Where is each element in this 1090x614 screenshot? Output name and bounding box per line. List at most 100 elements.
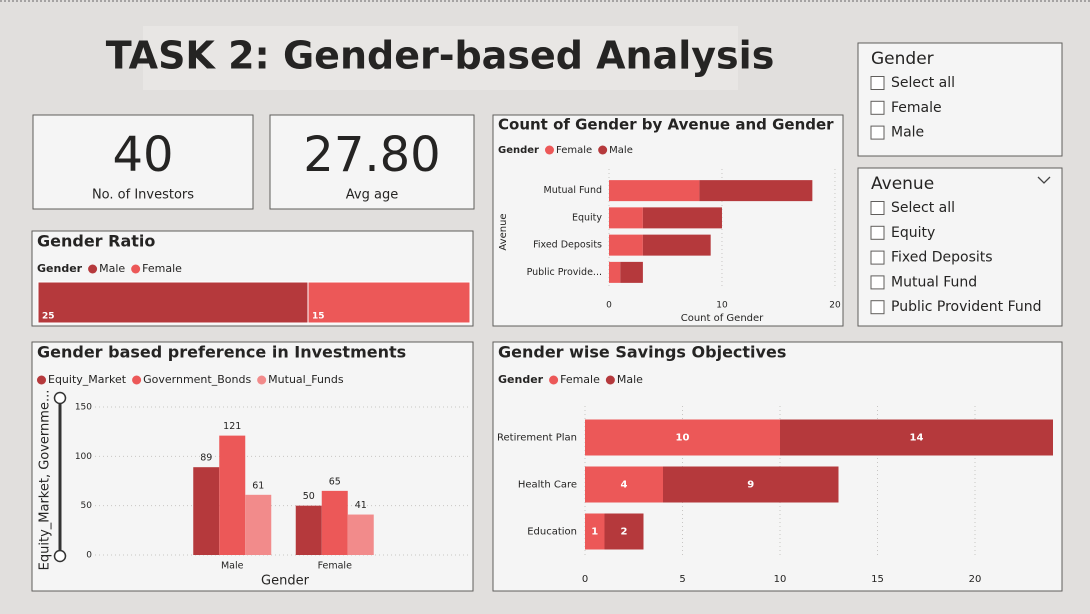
slicer <box>857 167 1063 327</box>
x-tick-label: 5 <box>679 574 685 585</box>
bar-segment <box>609 180 700 202</box>
bar-segment <box>609 234 643 256</box>
bar <box>347 514 374 555</box>
slicer-option[interactable]: Female <box>891 100 942 116</box>
slicer-option[interactable]: Select all <box>891 200 955 216</box>
checkbox[interactable] <box>870 201 885 215</box>
bar <box>295 505 322 555</box>
bar-segment <box>642 207 722 229</box>
legend-label: Mutual_Funds <box>268 373 344 386</box>
slicer-title: Avenue <box>871 174 934 194</box>
data-label: 121 <box>223 421 241 432</box>
x-tick-label: 0 <box>582 574 588 585</box>
bar <box>219 435 246 555</box>
checkbox[interactable] <box>870 100 885 115</box>
data-label: 41 <box>355 500 367 511</box>
y-tick-label: Public Provide... <box>527 267 602 278</box>
legend-label: Female <box>142 262 182 275</box>
checkbox[interactable] <box>870 300 885 315</box>
bar-segment <box>699 180 813 202</box>
legend-title: Gender <box>37 262 83 275</box>
y-tick-label: 0 <box>86 551 92 561</box>
slicer-option[interactable]: Equity <box>891 225 935 241</box>
data-label: 14 <box>910 433 924 444</box>
slicer <box>857 42 1063 157</box>
bar <box>321 490 348 555</box>
checkbox[interactable] <box>870 76 885 90</box>
legend-swatch <box>598 145 608 155</box>
y-tick-label: Health Care <box>518 480 577 491</box>
y-tick-label: Equity <box>572 212 602 223</box>
y-tick-label: Retirement Plan <box>497 433 577 444</box>
legend-label: Female <box>556 145 592 156</box>
y-tick-label: Education <box>527 527 577 538</box>
bar-segment <box>609 207 643 229</box>
legend-swatch <box>88 264 98 274</box>
data-label: 9 <box>747 480 754 491</box>
data-label: 65 <box>329 476 341 487</box>
card-label: No. of Investors <box>92 188 194 203</box>
bar <box>245 494 272 555</box>
card <box>269 114 475 210</box>
chart-title: Gender based preference in Investments <box>37 343 406 362</box>
bar-segment <box>37 281 309 324</box>
chart-title: Count of Gender by Avenue and Gender <box>498 116 834 134</box>
data-label: 10 <box>676 433 690 444</box>
y-axis-label: Equity_Market, Governme... <box>38 390 53 571</box>
legend-label: Male <box>617 373 643 386</box>
slicer-title: Gender <box>871 49 934 69</box>
bar-segment <box>609 261 621 283</box>
bar <box>193 467 220 555</box>
slicer-option[interactable]: Male <box>891 125 924 141</box>
legend-swatch <box>605 375 615 385</box>
x-tick-label: 15 <box>871 574 884 585</box>
bar-segment <box>780 419 1053 456</box>
title-box <box>143 26 738 90</box>
data-label: 25 <box>42 312 55 322</box>
slider-handle[interactable] <box>53 549 67 563</box>
legend-label: Male <box>99 262 125 275</box>
chevron[interactable] <box>1037 176 1051 184</box>
x-tick-label: Male <box>221 561 244 572</box>
data-label: 15 <box>312 312 325 322</box>
x-axis-label: Count of Gender <box>681 313 764 324</box>
y-tick-label: 150 <box>75 403 92 413</box>
bar-segment <box>604 513 644 550</box>
slider-handle[interactable] <box>53 391 67 405</box>
chart-title: Gender wise Savings Objectives <box>498 343 786 362</box>
legend-swatch <box>544 145 554 155</box>
slicer-option[interactable]: Fixed Deposits <box>891 250 993 266</box>
y-axis-label: Avenue <box>498 213 509 250</box>
checkbox[interactable] <box>870 225 885 240</box>
legend-swatch <box>549 375 559 385</box>
data-label: 89 <box>200 453 212 464</box>
legend-label: Government_Bonds <box>143 373 251 386</box>
bar-segment <box>307 281 471 324</box>
y-tick-label: 50 <box>81 501 93 511</box>
data-label: 4 <box>621 480 628 491</box>
x-tick-label: 10 <box>716 301 728 311</box>
checkbox[interactable] <box>870 125 885 140</box>
y-tick-label: Fixed Deposits <box>533 240 602 251</box>
slicer-option[interactable]: Public Provident Fund <box>891 299 1042 315</box>
y-tick-label: Mutual Fund <box>544 185 602 196</box>
slicer-option[interactable]: Mutual Fund <box>891 274 977 290</box>
x-tick-label: 10 <box>774 574 787 585</box>
checkbox[interactable] <box>870 275 885 290</box>
chart-title: Gender Ratio <box>37 232 155 251</box>
x-tick-label: 0 <box>606 301 612 311</box>
checkbox[interactable] <box>870 250 885 265</box>
legend-title: Gender <box>498 373 544 386</box>
bar-segment <box>642 234 711 256</box>
data-label: 61 <box>252 480 264 491</box>
card-value: 27.80 <box>303 127 440 183</box>
legend-swatch <box>132 375 142 385</box>
legend-label: Female <box>560 373 600 386</box>
slicer-option[interactable]: Select all <box>891 75 955 91</box>
x-tick-label: Female <box>318 561 353 572</box>
legend-swatch <box>131 264 141 274</box>
card-label: Avg age <box>346 188 398 203</box>
data-label: 2 <box>621 527 628 538</box>
data-label: 50 <box>303 491 315 502</box>
